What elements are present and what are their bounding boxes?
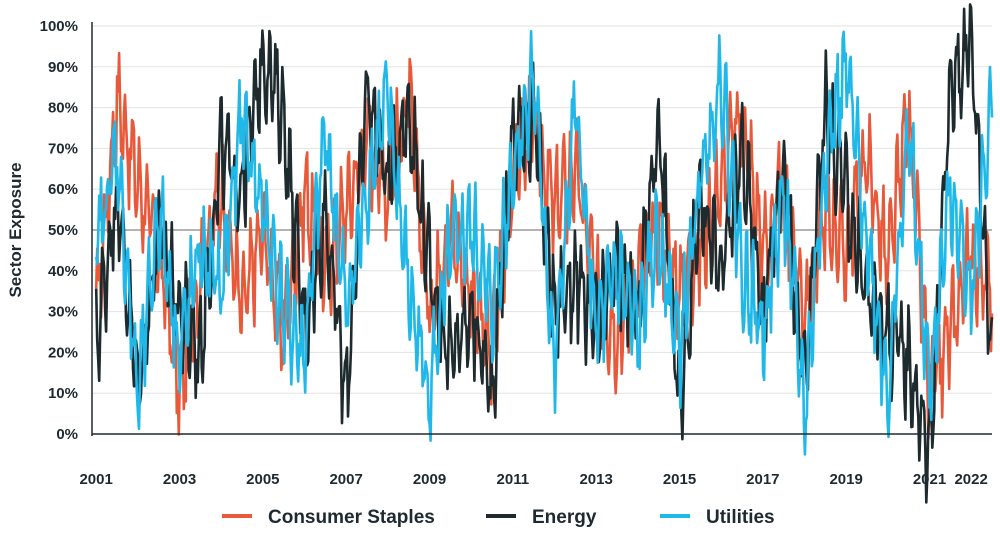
y-axis-title: Sector Exposure [6, 162, 25, 297]
x-tick-label: 2022 [954, 471, 987, 488]
x-tick-label: 2009 [413, 471, 446, 488]
x-tick-label: 2019 [829, 471, 862, 488]
legend-item-utilities: Utilities [660, 507, 775, 528]
x-tick-label: 2011 [497, 471, 530, 488]
y-tick-label: 20% [48, 344, 78, 361]
x-tick-label: 2017 [746, 471, 779, 488]
series-line-consumer-staples [94, 51, 994, 440]
y-tick-label: 0% [56, 426, 78, 443]
series-line-energy [94, 3, 994, 504]
x-tick-label: 2013 [579, 471, 612, 488]
x-tick-label: 2021 [913, 471, 946, 488]
y-tick-label: 70% [48, 140, 78, 157]
x-tick-label: 2015 [663, 471, 696, 488]
legend-label: Utilities [706, 507, 775, 528]
y-tick-label: 30% [48, 304, 78, 321]
y-tick-label: 90% [48, 59, 78, 76]
legend-item-consumer-staples: Consumer Staples [222, 507, 435, 528]
x-tick-labels: 2001 2003 2005 2007 2009 2011 2013 2015 2017 2019… [79, 471, 987, 488]
y-tick-label: 100% [40, 18, 78, 35]
series-line-utilities [94, 30, 994, 456]
y-tick-label: 50% [48, 222, 78, 239]
y-tick-label: 40% [48, 263, 78, 280]
axis-layer [91, 22, 992, 436]
y-tick-label: 10% [48, 385, 78, 402]
legend-label: Consumer Staples [268, 507, 435, 528]
x-tick-label: 2005 [246, 471, 279, 488]
series-layer [94, 3, 994, 504]
y-tick-label: 80% [48, 100, 78, 117]
legend-label: Energy [532, 507, 597, 528]
x-tick-label: 2007 [329, 471, 362, 488]
x-tick-label: 2001 [79, 471, 112, 488]
legend: Consumer Staples Energy Utilities [222, 507, 775, 528]
y-tick-labels: 0% 10% 20% 30% 40% 50% 60% 70% 80% 90% 100% [40, 18, 78, 443]
y-tick-label: 60% [48, 181, 78, 198]
x-tick-label: 2003 [163, 471, 196, 488]
legend-item-energy: Energy [486, 507, 597, 528]
